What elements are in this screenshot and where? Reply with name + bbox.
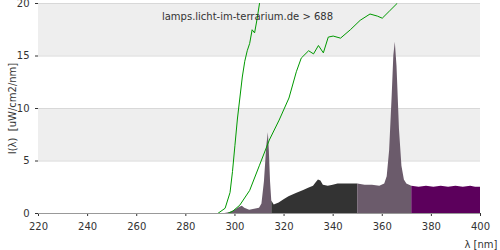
svg-text:300: 300 <box>225 221 244 232</box>
svg-text:340: 340 <box>324 221 343 232</box>
svg-text:360: 360 <box>373 221 392 232</box>
svg-text:280: 280 <box>176 221 195 232</box>
svg-text:15: 15 <box>17 50 30 61</box>
svg-text:400: 400 <box>471 221 490 232</box>
svg-text:λ [nm]: λ [nm] <box>465 239 498 250</box>
svg-text:220: 220 <box>29 221 48 232</box>
svg-text:0: 0 <box>23 208 29 219</box>
svg-text:380: 380 <box>422 221 441 232</box>
svg-text:240: 240 <box>78 221 97 232</box>
svg-text:20: 20 <box>17 0 30 9</box>
svg-text:lamps.licht-im-terrarium.de >: lamps.licht-im-terrarium.de > 688 <box>162 11 333 22</box>
svg-text:10: 10 <box>17 103 30 114</box>
svg-text:320: 320 <box>275 221 294 232</box>
svg-text:5: 5 <box>23 155 29 166</box>
svg-text:I(λ) [uW/cm2/nm]: I(λ) [uW/cm2/nm] <box>7 63 18 155</box>
svg-text:260: 260 <box>127 221 146 232</box>
